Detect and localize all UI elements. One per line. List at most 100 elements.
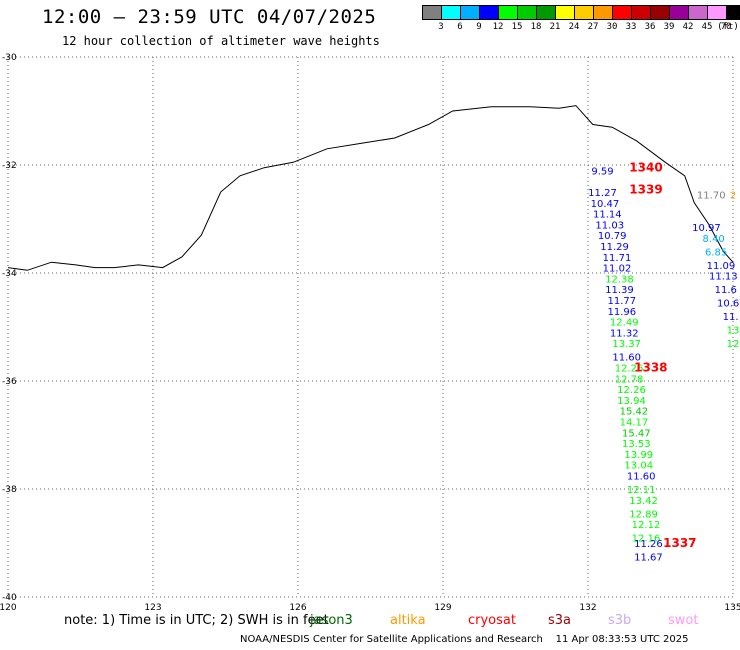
legend-swatch [707, 5, 726, 20]
wave-height-value: 10.6 [717, 299, 739, 310]
credit-text: NOAA/NESDIS Center for Satellite Applica… [240, 634, 543, 645]
wave-height-value: 12 [727, 339, 740, 350]
wave-height-value: 13.37 [612, 339, 641, 350]
legend-label: 3 [438, 22, 444, 32]
footer-credit: NOAA/NESDIS Center for Satellite Applica… [240, 634, 689, 645]
wave-height-value: 2 [730, 191, 736, 202]
satellite-swot: swot [668, 613, 699, 628]
lon-tick-label: 120 [0, 603, 17, 612]
legend-label: 27 [587, 22, 599, 32]
timestamp-text: 11 Apr 08:33:53 UTC 2025 [555, 634, 689, 645]
wave-height-value: 6.85 [705, 247, 727, 258]
wave-height-value: 11.77 [608, 296, 637, 307]
wave-height-value: 13.04 [624, 461, 653, 472]
lat-tick-label: -36 [2, 377, 17, 387]
legend-label: 24 [568, 22, 580, 32]
legend-swatch [422, 5, 441, 20]
wave-height-value: 11.96 [608, 307, 637, 318]
wave-height-value: 12.11 [627, 485, 656, 496]
wave-height-value: 11.09 [707, 261, 736, 272]
satellite-s3a: s3a [548, 613, 572, 628]
wave-height-value: 11.70 [697, 191, 726, 202]
wave-height-value: 12.38 [605, 274, 634, 285]
satellite-jason3: jason3 [310, 613, 353, 628]
pass-number: 1338 [634, 361, 667, 375]
legend-swatch [536, 5, 555, 20]
legend-unit: (ft) [717, 22, 739, 32]
legend-swatch [574, 5, 593, 20]
wave-height-value: 12.78 [615, 374, 644, 385]
legend-label: 21 [549, 22, 561, 32]
legend-swatch [441, 5, 460, 20]
wave-height-value: 8.40 [703, 234, 725, 245]
color-legend-labels: 3 6 9 12 15 18 21 24 27 30 33 36 39 42 45 70 (ft) [422, 22, 740, 34]
wave-height-value: 11.67 [634, 553, 663, 564]
legend-label: 33 [625, 22, 637, 32]
coastline [7, 105, 734, 271]
map-grid [7, 56, 734, 598]
color-legend [422, 5, 740, 20]
wave-height-value: 13 [727, 326, 740, 337]
legend-label: 18 [530, 22, 542, 32]
wave-height-value: 12.49 [610, 318, 639, 329]
wave-height-value: 11.60 [612, 353, 641, 364]
wave-height-value: 13.99 [624, 450, 653, 461]
units-note: note: 1) Time is in UTC; 2) SWH is in fe… [64, 613, 329, 628]
pass-number: 1337 [663, 536, 696, 550]
wave-height-value: 14.17 [620, 418, 649, 429]
legend-swatch [460, 5, 479, 20]
lon-tick-label: 132 [579, 603, 596, 612]
legend-swatch [555, 5, 574, 20]
wave-height-value: 11.39 [605, 285, 634, 296]
legend-label: 15 [511, 22, 523, 32]
wave-height-value: 11.71 [603, 253, 632, 264]
pass-number: 1340 [629, 161, 662, 175]
wave-height-value: 12.26 [615, 364, 644, 375]
wave-height-value: 11.02 [603, 264, 632, 275]
lat-tick-label: -32 [2, 161, 17, 171]
legend-swatch [612, 5, 631, 20]
satellite-altika: altika [390, 613, 426, 628]
legend-swatch [688, 5, 707, 20]
wave-height-value: 11.26 [634, 539, 663, 550]
wave-height-value: 11.27 [588, 188, 617, 199]
wave-height-value: 11.14 [593, 210, 622, 221]
wave-height-value: 12.16 [632, 534, 661, 545]
lat-tick-label: -38 [2, 485, 17, 495]
lat-tick-label: -30 [2, 53, 17, 63]
lon-tick-label: 129 [434, 603, 451, 612]
legend-swatch [650, 5, 669, 20]
legend-label: 30 [606, 22, 618, 32]
wave-height-value: 12.12 [632, 520, 661, 531]
legend-swatch [631, 5, 650, 20]
wave-height-value: 11.60 [627, 472, 656, 483]
map-subtitle: 12 hour collection of altimeter wave hei… [62, 34, 380, 48]
satellite-s3b: s3b [608, 613, 632, 628]
legend-swatch [593, 5, 612, 20]
lon-tick-label: 123 [144, 603, 161, 612]
wave-height-value: 13.94 [617, 396, 646, 407]
wave-height-value: 11. [723, 312, 739, 323]
map-title: 12:00 – 23:59 UTC 04/07/2025 [42, 6, 377, 28]
wave-height-value: 11.32 [610, 328, 639, 339]
lon-tick-label: 126 [289, 603, 306, 612]
pass-number: 1339 [629, 182, 662, 196]
observations: 9.5911.2710.4711.1411.0310.7911.2911.711… [588, 166, 739, 563]
legend-swatch [498, 5, 517, 20]
wave-height-value: 9.59 [591, 166, 613, 177]
wave-height-value: 11.6 [715, 285, 737, 296]
wave-height-value: 13.53 [622, 439, 651, 450]
wave-height-value: 10.97 [692, 223, 721, 234]
pass-numbers: 1340 1339 1338 1337 [629, 161, 696, 550]
legend-swatch [669, 5, 688, 20]
legend-swatch [479, 5, 498, 20]
wave-height-value: 10.47 [591, 199, 620, 210]
legend-swatch [726, 5, 740, 20]
wave-height-value: 13.42 [629, 496, 658, 507]
wave-height-value: 12.26 [617, 385, 646, 396]
wave-height-value: 15.42 [620, 407, 649, 418]
legend-swatch [517, 5, 536, 20]
legend-label: 9 [476, 22, 482, 32]
wave-height-value: 11.03 [595, 220, 624, 231]
